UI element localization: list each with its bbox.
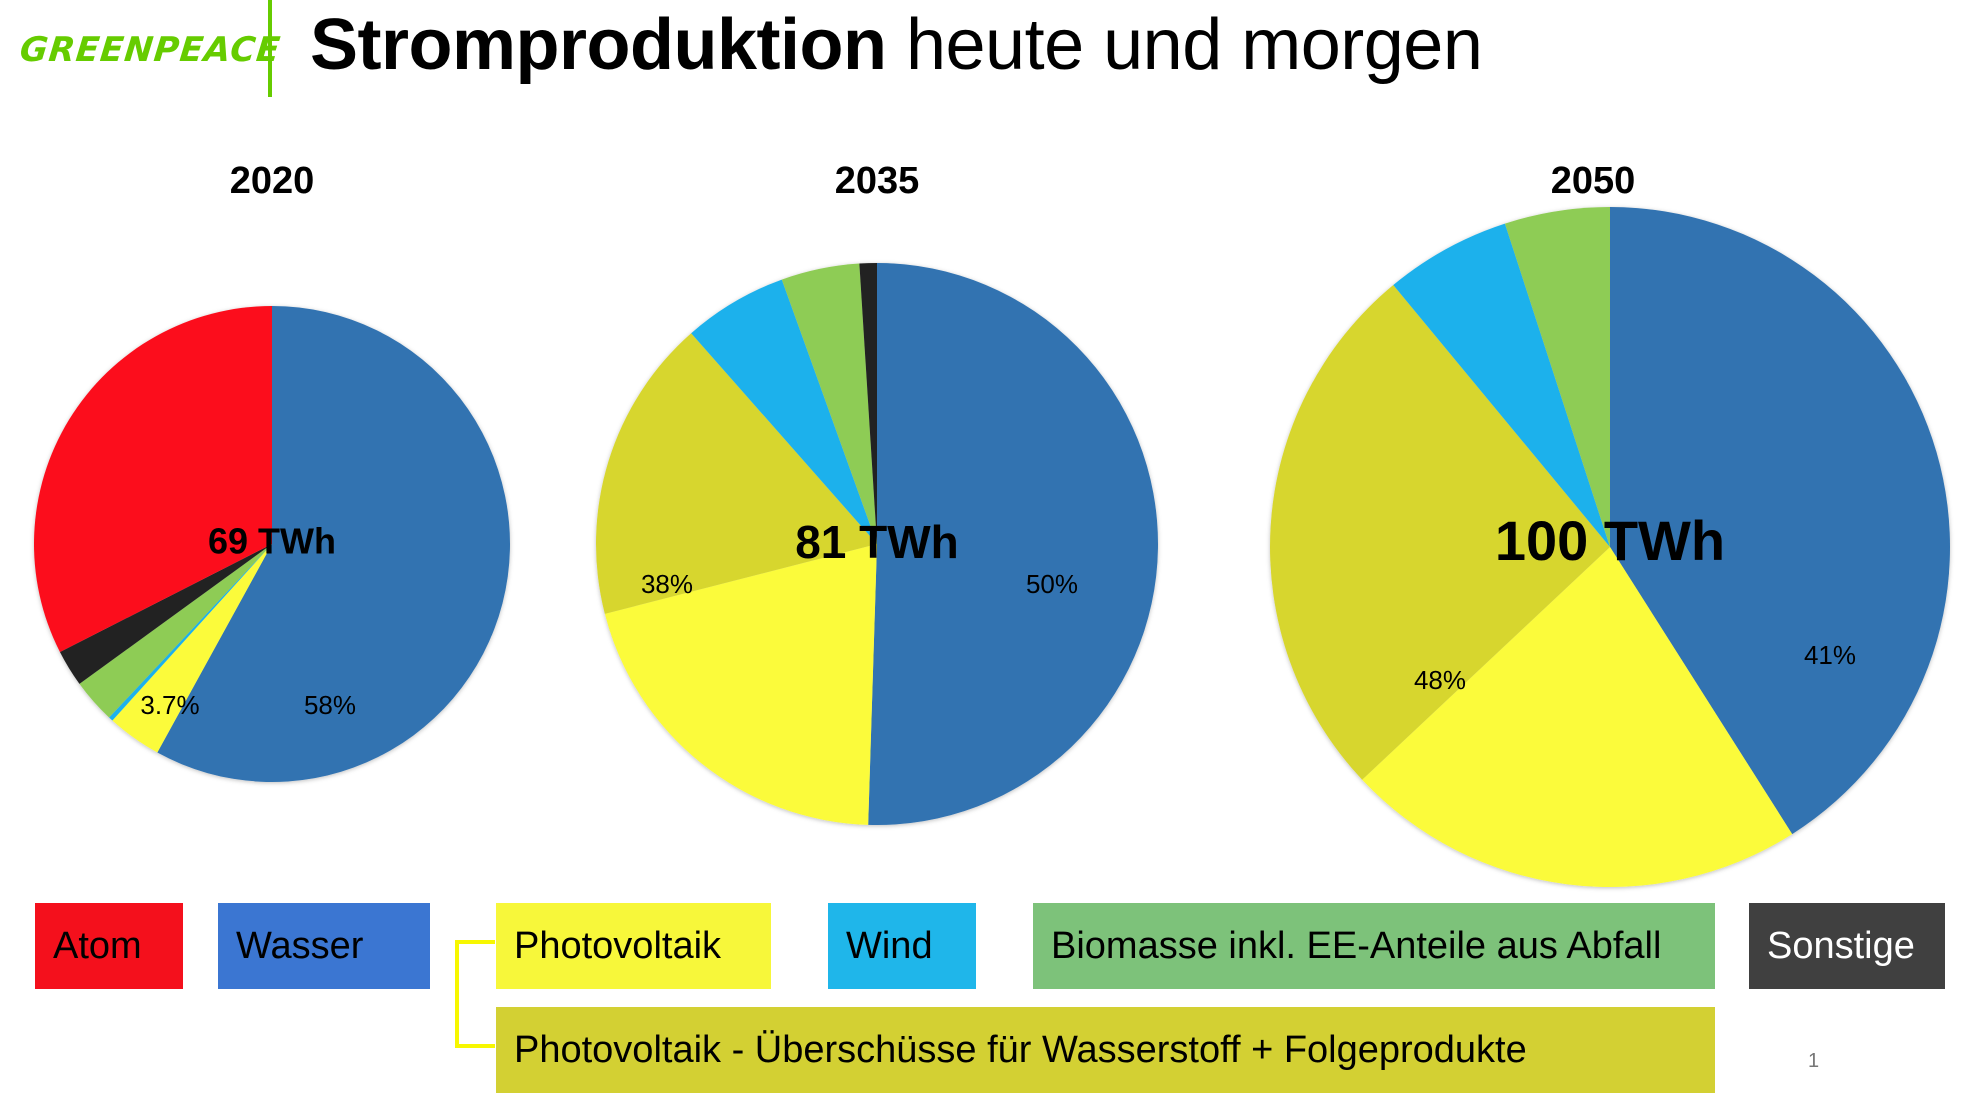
- pie-2050-slice-label-0: 41%: [1804, 640, 1856, 670]
- pie-2020-slice-3: [79, 544, 273, 718]
- pie-2035-slice-2: [596, 333, 877, 614]
- pie-2020-slice-5: [34, 306, 273, 653]
- pie-2020-slice-0: [157, 306, 510, 782]
- pie-2020-slice-label-1: 3.7%: [140, 690, 199, 720]
- pie-2020: [34, 306, 510, 782]
- legend-wind-label: Wind: [846, 924, 933, 967]
- pie-2020-slice-4: [59, 544, 273, 684]
- title-bold: Stromproduktion: [310, 5, 887, 85]
- legend-photovoltaik: Photovoltaik: [496, 903, 771, 989]
- pie-2035-slice-3: [691, 279, 877, 544]
- title-rest: heute und morgen: [886, 5, 1483, 85]
- legend-biomasse-label: Biomasse inkl. EE-Anteile aus Abfall: [1051, 924, 1662, 967]
- pie-2035-slice-5: [859, 263, 877, 544]
- pie-2050-slice-0: [1610, 207, 1951, 835]
- pie-2050-slice-3: [1393, 223, 1610, 547]
- legend-photovoltaik-label: Photovoltaik: [514, 924, 722, 967]
- legend-pv-surplus: Photovoltaik - Überschüsse für Wassersto…: [496, 1007, 1715, 1093]
- pie-2020-slice-2: [109, 544, 272, 721]
- pie-labels: 69 TWh 58% 3.7% 81 TWh 50% 38% 100 TWh 41% 48%: [140, 509, 1856, 720]
- legend-connector: [455, 940, 495, 1048]
- legend-atom-label: Atom: [53, 924, 142, 967]
- pie-2020-slice-label-0: 58%: [304, 690, 356, 720]
- pie-2050: [1270, 207, 1951, 887]
- legend-wasser-label: Wasser: [236, 924, 364, 967]
- pie-2035-slice-4: [781, 263, 877, 544]
- pie-2020-center-label: 69 TWh: [208, 521, 336, 562]
- page-number: 1: [1808, 1050, 1820, 1072]
- year-label-2020: 2020: [229, 160, 315, 202]
- logo-divider: [268, 0, 272, 97]
- legend-pv-surplus-label: Photovoltaik - Überschüsse für Wassersto…: [514, 1028, 1527, 1071]
- pie-2020-slice-1: [112, 544, 272, 753]
- pie-2050-slice-1: [1362, 547, 1793, 887]
- pie-2035-slice-0: [868, 263, 1159, 825]
- pie-2035-slice-label-0: 50%: [1026, 569, 1078, 599]
- legend-sonstige: Sonstige: [1749, 903, 1945, 989]
- pie-2035-slice-1: [604, 544, 877, 825]
- pie-charts: 69 TWh 58% 3.7% 81 TWh 50% 38% 100 TWh 41% 48%: [34, 207, 1951, 887]
- legend-wasser: Wasser: [218, 903, 430, 989]
- pie-2050-slice-2: [1270, 285, 1610, 780]
- legend-biomasse: Biomasse inkl. EE-Anteile aus Abfall: [1033, 903, 1715, 989]
- pie-2035-center-label: 81 TWh: [795, 516, 959, 568]
- pie-2050-slice-4: [1504, 207, 1610, 547]
- pie-2035: [596, 263, 1159, 825]
- page-title: Stromproduktion heute und morgen: [310, 4, 1483, 86]
- year-label-2035: 2035: [834, 160, 920, 202]
- legend-wind: Wind: [828, 903, 976, 989]
- pie-2035-slice-label-2: 38%: [641, 569, 693, 599]
- pie-2050-center-label: 100 TWh: [1495, 509, 1725, 572]
- legend-sonstige-label: Sonstige: [1767, 924, 1915, 967]
- year-label-2050: 2050: [1550, 160, 1636, 202]
- pie-2050-slice-label-2: 48%: [1414, 665, 1466, 695]
- legend-atom: Atom: [35, 903, 183, 989]
